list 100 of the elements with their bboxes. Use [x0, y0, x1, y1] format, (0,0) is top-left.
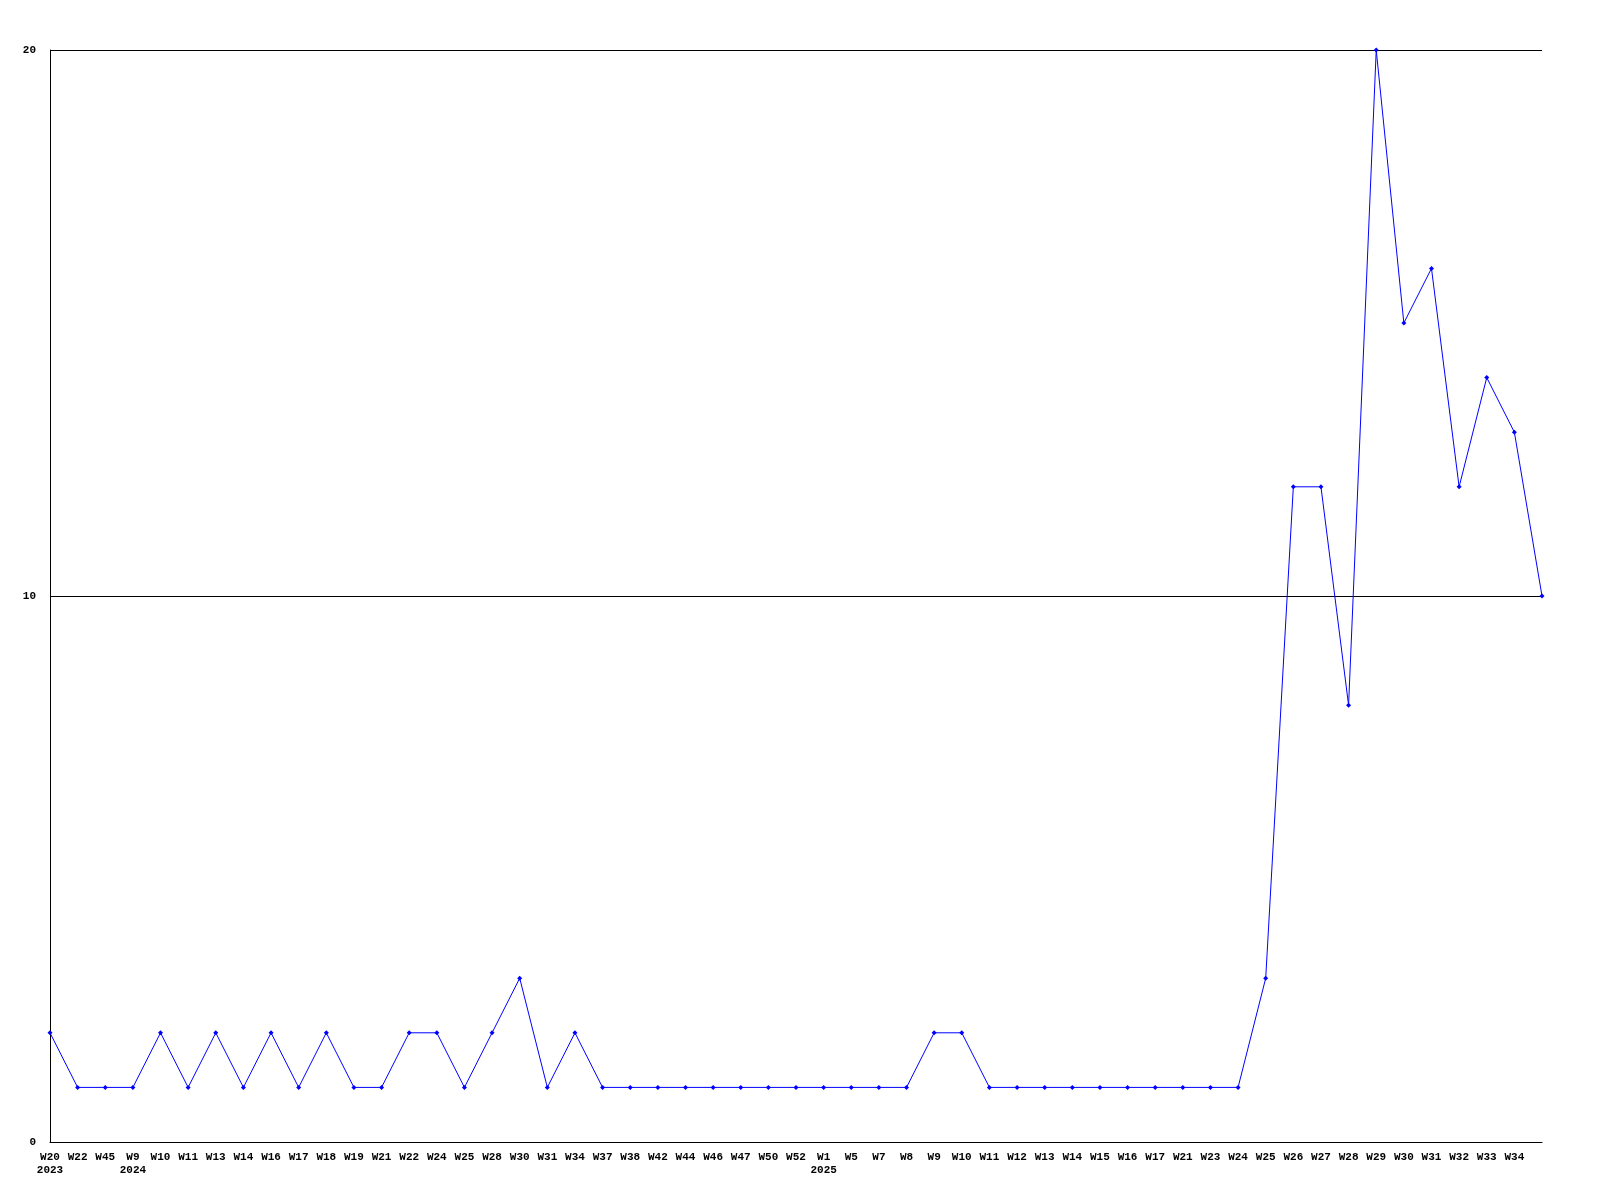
point [765, 1084, 771, 1090]
point [461, 1084, 467, 1090]
point [1318, 484, 1324, 490]
point [1180, 1084, 1186, 1090]
x-tick-label: W9 [927, 1150, 941, 1163]
point [876, 1084, 882, 1090]
x-tick-label: W7 [872, 1150, 886, 1163]
x-tick-label: W25 [1255, 1150, 1276, 1163]
y-tick-label: 20 [22, 44, 36, 56]
point [351, 1084, 357, 1090]
x-tick-label: W31 [1421, 1150, 1442, 1163]
point [544, 1084, 550, 1090]
x-tick-label: W38 [620, 1150, 641, 1163]
point [627, 1084, 633, 1090]
x-tick-label: W34 [565, 1150, 586, 1163]
point [1069, 1084, 1075, 1090]
point [75, 1084, 81, 1090]
point [1152, 1084, 1158, 1090]
point [1097, 1084, 1103, 1090]
point [296, 1084, 302, 1090]
x-tick-label: W24 [1228, 1150, 1249, 1163]
point [848, 1084, 854, 1090]
point [682, 1084, 688, 1090]
point [710, 1084, 716, 1090]
point [986, 1084, 992, 1090]
point [1235, 1084, 1241, 1090]
point [102, 1084, 108, 1090]
point [1484, 375, 1490, 381]
x-tick-label: W27 [1311, 1150, 1331, 1163]
point [1346, 702, 1352, 708]
x-tick-label: W11 [979, 1150, 1000, 1163]
x-tick-label: W23 [1200, 1150, 1221, 1163]
x-tick-label: W34 [1504, 1150, 1525, 1163]
x-tick-label: W24 [426, 1150, 448, 1163]
x-tick-label: W21 [1172, 1150, 1194, 1163]
x-tick-label: W45 [95, 1150, 116, 1163]
x-tick-label: W17 [288, 1150, 309, 1163]
point [793, 1084, 799, 1090]
x-tick-label: W14 [233, 1150, 254, 1163]
point [1456, 484, 1462, 490]
x-tick-label: W30 [1393, 1150, 1414, 1163]
x-tick-label: W19 [344, 1150, 364, 1163]
x-tick-label: W30 [509, 1150, 530, 1163]
point [158, 1030, 164, 1036]
x-tick-label: W10 [150, 1150, 171, 1163]
x-tick-label: W42 [647, 1150, 668, 1163]
point [517, 975, 523, 981]
x-tick-label: W52 [786, 1150, 806, 1163]
point [1290, 484, 1296, 490]
point [1042, 1084, 1048, 1090]
x-tick-label: W13 [205, 1150, 227, 1163]
x-tick-label: W22 [399, 1150, 420, 1163]
point [572, 1030, 578, 1036]
x-tick-label: W28 [1338, 1150, 1359, 1163]
point [600, 1084, 606, 1090]
x-tick-label: W29 [1366, 1150, 1387, 1163]
point [1207, 1084, 1213, 1090]
y-tick-label: 0 [29, 1136, 36, 1148]
point [821, 1084, 827, 1090]
x-tick-label: W50 [758, 1150, 779, 1163]
point [213, 1030, 219, 1036]
x-tick-label: W12 [1007, 1150, 1027, 1163]
point [1539, 593, 1545, 599]
point [1125, 1084, 1131, 1090]
x-tick-label: W22 [67, 1150, 88, 1163]
y-tick-label: 10 [22, 590, 36, 602]
x-tick-label: W9 2024 [119, 1150, 147, 1176]
point [406, 1030, 412, 1036]
x-tick-label: W10 [951, 1150, 972, 1163]
x-tick-label: W13 [1034, 1150, 1055, 1163]
point [1014, 1084, 1020, 1090]
x-tick-label: W31 [537, 1150, 558, 1163]
x-tick-label: W47 [730, 1150, 751, 1163]
point [185, 1084, 191, 1090]
point [655, 1084, 661, 1090]
x-tick-label: W5 [844, 1150, 859, 1163]
x-tick-label: W15 [1090, 1150, 1111, 1163]
point [904, 1084, 910, 1090]
x-tick-label: W1 2025 [810, 1150, 838, 1176]
point [1373, 47, 1379, 53]
x-tick-label: W26 [1283, 1150, 1304, 1163]
x-tick-label: W32 [1449, 1150, 1470, 1163]
point [959, 1030, 965, 1036]
x-tick-label: W18 [316, 1150, 337, 1163]
x-tick-label: W20 2023 [36, 1150, 64, 1176]
point [1428, 265, 1434, 271]
point [323, 1030, 329, 1036]
x-tick-label: W16 [1117, 1150, 1138, 1163]
x-tick-label: W21 [371, 1150, 392, 1163]
point [434, 1030, 440, 1036]
point [1263, 975, 1269, 981]
point [1511, 429, 1517, 435]
x-tick-label: W17 [1145, 1150, 1166, 1163]
x-tick-label: W46 [703, 1150, 724, 1163]
point [931, 1030, 937, 1036]
x-tick-label: W14 [1062, 1150, 1083, 1163]
point [1401, 320, 1407, 326]
x-tick-label: W28 [482, 1150, 503, 1163]
point [130, 1084, 136, 1090]
x-tick-label: W25 [454, 1150, 475, 1163]
